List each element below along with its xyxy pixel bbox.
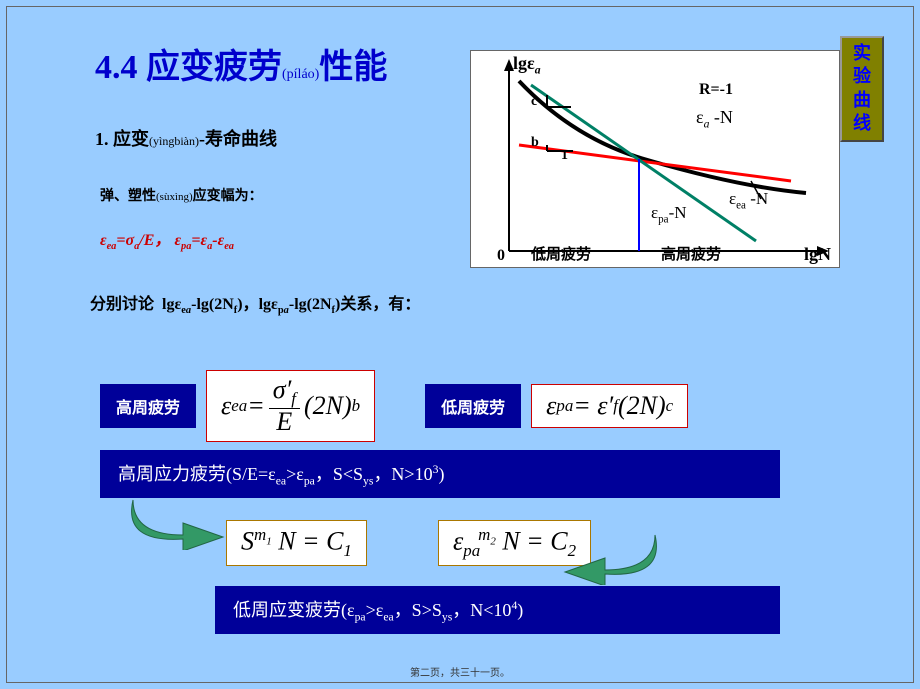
title-part1: 4.4 应变疲劳 xyxy=(95,49,282,86)
low-cycle-bar: 低周应变疲劳(εpa>εea，S>Sys，N<104) xyxy=(215,586,780,634)
strain-life-chart: lgεa lgN 0 R=-1 εa -N εea -N εpa-N c b 1… xyxy=(470,50,840,268)
sidebar-label: 实验曲线 xyxy=(840,36,884,142)
subtitle-suffix: -寿命曲线 xyxy=(199,129,277,149)
subtitle-pinyin: (yìngbiàn) xyxy=(149,134,199,148)
subtitle-prefix: 1. 应变 xyxy=(95,129,149,149)
discussion-line: 分别讨论 lgεea-lg(2Nf)，lgεpa-lg(2Nf)关系，有： xyxy=(90,290,420,316)
r-label: R=-1 xyxy=(699,81,733,99)
title-part2: 性能 xyxy=(319,49,387,86)
curve-green-label: εpa-N xyxy=(651,203,687,225)
xlabel: lgN xyxy=(804,244,831,265)
chart-svg xyxy=(471,51,841,269)
arrow-right-icon xyxy=(560,530,660,585)
high-cycle-label: 高周疲劳 xyxy=(661,243,721,264)
high-cycle-formula: εea = σ′fE(2N)b xyxy=(206,370,375,442)
mark-c: c xyxy=(531,94,537,110)
curve-main-label: εa -N xyxy=(696,107,733,131)
ylabel: lgεa xyxy=(513,53,541,77)
formula-row: 高周疲劳 εea = σ′fE(2N)b 低周疲劳 εpa = ε′f (2N)… xyxy=(100,370,688,442)
low-cycle-tag: 低周疲劳 xyxy=(425,384,521,428)
title-pinyin: (píláo) xyxy=(282,67,319,82)
slide-title: 4.4 应变疲劳(píláo)性能 xyxy=(95,48,435,89)
mark-b: b xyxy=(531,135,539,151)
formula-s-n: Sm1 N = C1 xyxy=(226,520,367,566)
origin-label: 0 xyxy=(497,247,505,265)
mark-one: 1 xyxy=(561,148,568,164)
section-subtitle: 1. 应变(yìngbiàn)-寿命曲线 xyxy=(95,125,277,151)
elastic-plastic-line: 弹、塑性(sùxìng)应变幅为： xyxy=(100,185,263,205)
high-cycle-tag: 高周疲劳 xyxy=(100,384,196,428)
page-footer: 第二页，共三十一页。 xyxy=(0,664,920,679)
curve-red-label: εea -N xyxy=(729,189,768,211)
arrow-left-icon xyxy=(128,495,228,550)
low-cycle-label: 低周疲劳 xyxy=(531,243,591,264)
elastic-plastic-formula: εea=σa/E， εpa=εa-εea xyxy=(100,226,234,252)
high-cycle-bar: 高周应力疲劳(S/E=εea>εpa，S<Sys，N>103) xyxy=(100,450,780,498)
low-cycle-formula: εpa = ε′f (2N)c xyxy=(531,384,688,428)
